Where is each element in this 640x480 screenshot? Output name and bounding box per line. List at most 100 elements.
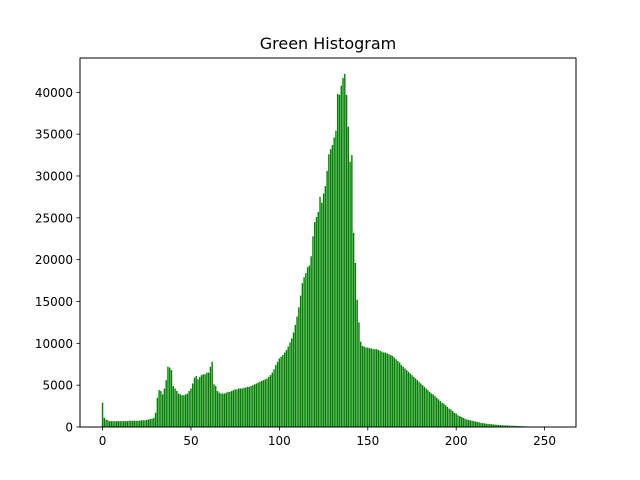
histogram-bar	[172, 386, 174, 427]
histogram-bar	[308, 265, 311, 427]
histogram-bar	[489, 424, 491, 427]
histogram-bar	[193, 377, 196, 427]
chart-title: Green Histogram	[260, 34, 397, 53]
histogram-bar	[236, 389, 238, 427]
histogram-bar	[467, 419, 470, 427]
histogram-bar	[333, 137, 335, 428]
histogram-bar	[390, 355, 392, 427]
histogram-bar	[441, 402, 443, 427]
histogram-bar	[340, 85, 342, 428]
y-tick-label: 20000	[35, 253, 73, 267]
histogram-bar	[301, 283, 304, 427]
histogram-bar	[305, 273, 307, 427]
x-tick-label: 150	[356, 434, 379, 448]
histogram-bar	[207, 372, 210, 427]
histogram-bar	[123, 421, 125, 427]
histogram-bar	[147, 419, 150, 427]
histogram-bar	[436, 397, 438, 427]
histogram-bar	[312, 236, 314, 427]
histogram-bar	[140, 420, 143, 427]
histogram-bar	[358, 322, 360, 427]
plot-frame	[79, 57, 577, 428]
histogram-bar	[335, 130, 337, 428]
histogram-bar	[411, 375, 413, 427]
histogram-bar	[170, 370, 173, 427]
histogram-bar	[395, 359, 397, 427]
histogram-bar	[351, 155, 353, 427]
histogram-bar	[386, 353, 388, 427]
histogram-bar	[421, 385, 424, 427]
histogram-bar	[512, 425, 514, 427]
histogram-bar	[480, 422, 482, 427]
histogram-bar	[264, 379, 266, 427]
histogram-bar	[501, 425, 503, 427]
histogram-bar	[229, 391, 231, 427]
histogram-bar	[204, 374, 206, 427]
histogram-bar	[211, 361, 213, 427]
histogram-bar	[492, 424, 495, 427]
histogram-bar	[107, 420, 109, 427]
histogram-bar	[405, 370, 408, 427]
histogram-bar	[420, 383, 422, 427]
histogram-bar	[483, 423, 486, 427]
histogram-bar	[234, 389, 236, 427]
histogram-bar	[117, 421, 120, 427]
histogram-bar	[418, 381, 420, 427]
histogram-bar	[374, 349, 376, 427]
histogram-bar	[190, 388, 192, 427]
histogram-bar	[404, 368, 406, 427]
histogram-bar	[427, 390, 429, 427]
x-tick-label: 0	[99, 434, 107, 448]
histogram-bar	[326, 170, 328, 427]
histogram-bar	[245, 387, 247, 427]
histogram-bar	[296, 316, 298, 427]
histogram-bar	[110, 421, 113, 427]
histogram-bar	[135, 420, 137, 427]
histogram-bar	[253, 384, 256, 427]
bar-series	[101, 73, 539, 428]
histogram-bar	[338, 94, 341, 427]
histogram-bar	[197, 379, 199, 427]
histogram-bar	[167, 366, 169, 427]
histogram-bar	[457, 415, 459, 427]
histogram-bar	[476, 421, 479, 427]
histogram-bar	[515, 425, 518, 427]
histogram-bar	[494, 424, 496, 427]
histogram-bar	[169, 367, 171, 427]
histogram-bar	[370, 348, 373, 427]
x-tick-label: 50	[183, 434, 198, 448]
histogram-bar	[200, 375, 203, 427]
histogram-bar	[275, 365, 277, 427]
histogram-bar	[292, 332, 295, 427]
histogram-bar	[138, 420, 141, 427]
histogram-bar	[128, 420, 130, 427]
histogram-bar	[432, 394, 434, 427]
histogram-bar	[186, 393, 189, 427]
histogram-bar	[149, 419, 151, 427]
histogram-bar	[278, 358, 281, 427]
histogram-bar	[124, 421, 127, 427]
y-tick-label: 40000	[35, 86, 73, 100]
histogram-bar	[462, 417, 464, 427]
histogram-bar	[322, 193, 325, 427]
y-tick-label: 35000	[35, 128, 73, 142]
histogram-bar	[103, 417, 106, 427]
histogram-bar	[393, 357, 396, 427]
histogram-bar	[328, 154, 330, 427]
histogram-bar	[177, 393, 180, 427]
histogram-bar	[505, 425, 507, 427]
histogram-bar	[218, 392, 220, 427]
histogram-bar	[324, 186, 327, 427]
histogram-bar	[195, 375, 197, 427]
histogram-bar	[379, 350, 381, 427]
histogram-bar	[368, 348, 371, 427]
histogram-bar	[115, 421, 118, 427]
histogram-bar	[144, 420, 146, 427]
histogram-bar	[363, 346, 365, 427]
histogram-bar	[402, 366, 404, 427]
histogram-bar	[222, 393, 224, 427]
histogram-bar	[291, 338, 293, 427]
x-tick-label: 200	[445, 434, 468, 448]
histogram-bar	[225, 392, 228, 427]
